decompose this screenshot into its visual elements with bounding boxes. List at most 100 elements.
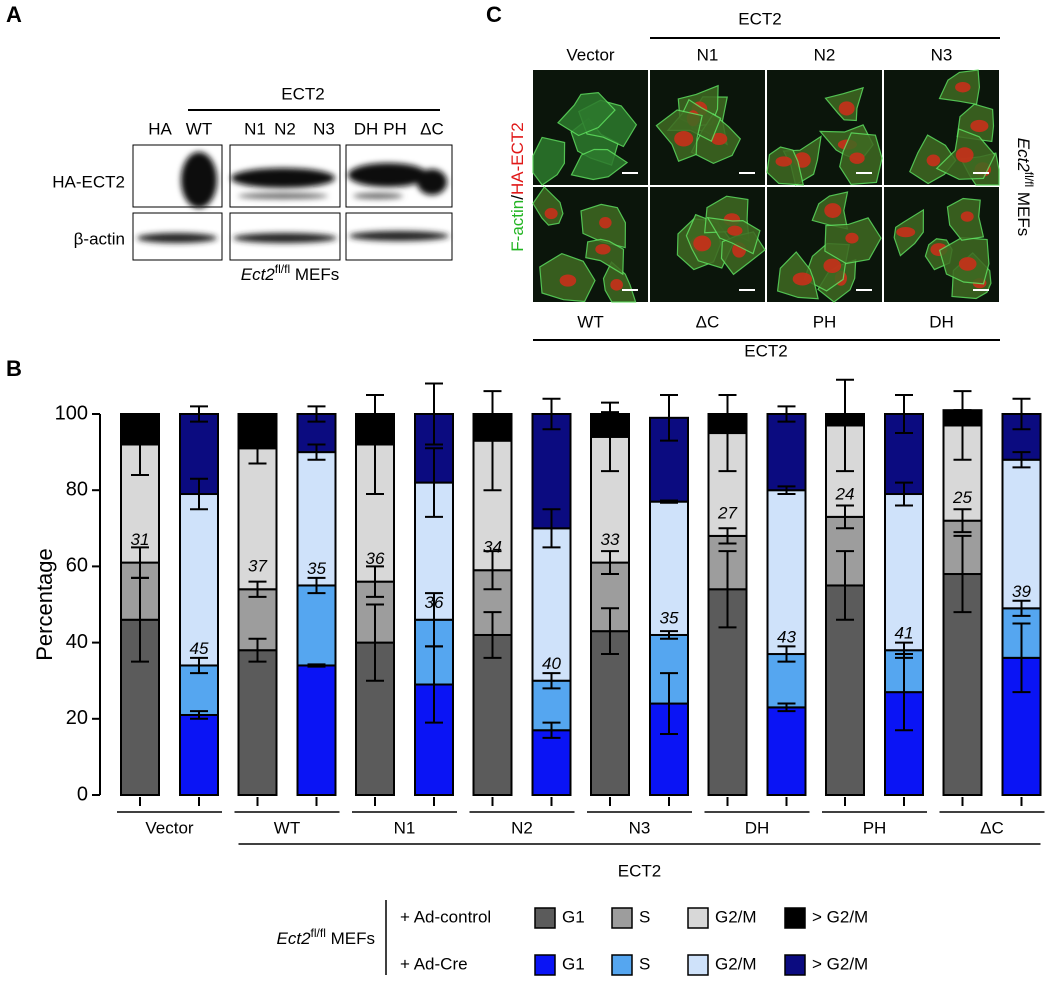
bar-segment [179, 713, 219, 796]
x-tick-label: PH [863, 818, 887, 837]
column-label: N3 [931, 45, 953, 64]
column-label: PH [813, 312, 837, 331]
group-label: ECT2 [738, 9, 781, 28]
y-tick-label: 80 [66, 478, 88, 500]
error-bar [307, 663, 326, 668]
x-tick-label: N3 [629, 818, 651, 837]
stacked-bar-chart: 0 20 40 60 80 100 Percentage 31 45 Vector 37 35 WT 36… [32, 378, 1045, 976]
error-bar [248, 637, 267, 663]
data-label: 27 [717, 503, 737, 522]
nucleus [838, 101, 855, 116]
error-bar [483, 611, 502, 659]
nucleus [845, 232, 859, 244]
bar-segment [237, 649, 278, 796]
lane-label: N1 [244, 119, 266, 138]
error-bar [660, 630, 678, 640]
lane-label: HA [148, 119, 172, 138]
nucleus [955, 81, 971, 93]
nucleus [896, 226, 916, 238]
band [137, 233, 217, 243]
group-label: ECT2 [744, 341, 787, 360]
bar-segment [707, 588, 748, 797]
nucleus [544, 207, 558, 220]
column-label: Vector [566, 45, 615, 64]
nucleus [674, 131, 694, 147]
data-label: 41 [895, 624, 914, 643]
y-tick-label: 60 [66, 555, 88, 577]
error-bar [190, 710, 208, 720]
data-label: 39 [1012, 582, 1031, 601]
error-bar [307, 405, 326, 423]
error-bar [601, 411, 619, 417]
nucleus [559, 274, 577, 287]
nucleus [824, 203, 842, 218]
error-bar [366, 393, 384, 496]
legend-swatch [784, 954, 806, 976]
column-label: N1 [697, 45, 719, 64]
error-bar [366, 565, 384, 598]
micrograph [532, 70, 648, 186]
caption-rest: MEFs [290, 265, 339, 284]
data-label: 36 [366, 549, 385, 568]
legend-condition: + Ad-control [400, 907, 491, 926]
column-label: N2 [814, 45, 836, 64]
bands [137, 152, 449, 243]
data-label: 34 [483, 538, 502, 557]
bar-segment [296, 584, 337, 667]
nucleus [710, 132, 728, 145]
bar-segment [296, 664, 337, 797]
legend-swatch [687, 907, 709, 929]
micrograph [884, 69, 1000, 186]
error-bar [483, 550, 502, 591]
data-label: 36 [425, 593, 444, 612]
superscript: fl/fl [1022, 172, 1036, 187]
error-bar [190, 477, 208, 511]
legend-label: G2/M [715, 954, 757, 973]
error-bar [1012, 622, 1031, 694]
cell [585, 238, 625, 276]
error-bar [718, 527, 737, 545]
panel-label: B [6, 356, 22, 381]
stain-red: HA-ECT2 [508, 122, 527, 195]
band [181, 152, 217, 208]
data-label: 33 [601, 530, 620, 549]
error-bar [836, 550, 854, 621]
legend-title-rest: MEFs [326, 929, 375, 948]
cell [557, 91, 616, 137]
nucleus [727, 225, 743, 236]
error-bar [248, 580, 267, 598]
bar-segment [237, 447, 278, 591]
band [233, 233, 337, 243]
legend-label: S [639, 954, 650, 973]
y-tick-label: 0 [77, 783, 88, 805]
bar-segment [590, 630, 630, 796]
error-bar [836, 378, 854, 473]
bar-segment [179, 493, 219, 667]
data-label: 43 [777, 628, 796, 647]
y-axis-title: Percentage [32, 548, 57, 661]
error-bar [425, 592, 443, 648]
error-bar [777, 645, 796, 663]
error-bar [1012, 599, 1031, 617]
nucleus [792, 272, 813, 286]
bar-segment [766, 706, 807, 796]
row-label: HA-ECT2 [52, 172, 125, 191]
nucleus [958, 257, 977, 271]
bar-segment [884, 493, 924, 652]
legend-label: > G2/M [812, 954, 868, 973]
error-bar [660, 499, 678, 504]
legend-title: Ect2fl/fl MEFs [277, 926, 375, 948]
caption-rest: MEFs [1014, 187, 1033, 236]
band [238, 193, 328, 199]
group-label: ECT2 [618, 861, 661, 880]
data-label: 35 [307, 559, 326, 578]
legend-swatch [611, 954, 633, 976]
error-bar [601, 550, 619, 576]
legend-label: S [639, 907, 650, 926]
lane-label: ΔC [420, 119, 444, 138]
legend-label: G1 [562, 907, 585, 926]
nucleus [693, 235, 712, 252]
legend-swatch [534, 907, 556, 929]
error-bar [660, 393, 678, 442]
row-label: β-actin [74, 229, 125, 248]
